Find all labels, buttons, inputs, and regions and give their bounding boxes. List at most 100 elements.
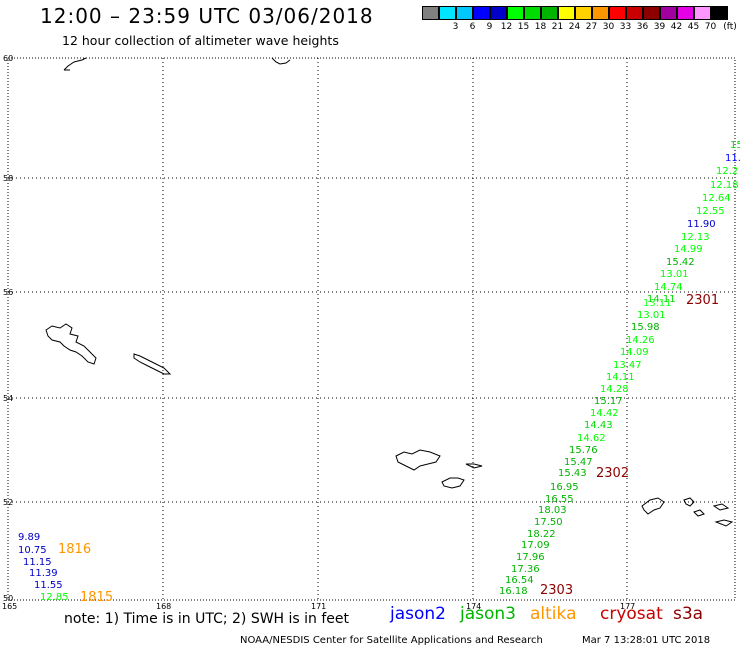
pass-time-label: 1815: [80, 590, 113, 605]
coastline-north-fragment: [271, 57, 291, 65]
wave-height-value: 14.11: [647, 294, 676, 305]
color-scale-label: 3: [452, 22, 459, 32]
lat-label: 52: [3, 498, 13, 507]
lat-label: 60: [3, 54, 13, 63]
coastline-islet: [465, 463, 483, 469]
wave-height-value: 13.01: [637, 310, 666, 321]
color-scale-label: 70: [704, 22, 717, 32]
wave-height-value: 12.64: [702, 193, 731, 204]
color-scale-label: 27: [585, 22, 598, 32]
wave-height-value: 15.42: [666, 257, 695, 268]
wave-height-value: 15.76: [569, 445, 598, 456]
coastline-island-amlia: [441, 477, 465, 489]
lon-label: 171: [311, 602, 326, 611]
color-scale-swatch: [660, 6, 677, 20]
wave-height-value: 16.55: [545, 494, 574, 505]
wave-height-value: 14.28: [600, 384, 629, 395]
color-scale-swatch: [575, 6, 592, 20]
lat-label: 58: [3, 174, 13, 183]
color-scale-legend: 3 6 9 12 15 18 21 24 27 30 33 36 39 42 45 70 (ft): [422, 6, 737, 36]
color-scale-label: 24: [568, 22, 581, 32]
coastline-island-atka: [395, 449, 441, 471]
coastline-island-east-3: [693, 509, 705, 517]
pass-time-label: 2302: [596, 466, 629, 481]
wave-height-value: 18.22: [527, 529, 556, 540]
wave-height-value: 16.54: [505, 575, 534, 586]
color-scale-swatch: [507, 6, 524, 20]
satellite-legend-jason3: jason3: [460, 604, 516, 624]
wave-height-value: 14.11: [606, 372, 635, 383]
satellite-legend-cryosat: cryosat: [600, 604, 663, 624]
coastline-alaska-peninsula: [63, 57, 87, 71]
color-scale-swatch: [609, 6, 626, 20]
wave-height-value: 17.09: [521, 540, 550, 551]
wave-height-value: 9.89: [18, 532, 40, 543]
generation-timestamp: Mar 7 13:28:01 UTC 2018: [582, 635, 711, 646]
satellite-legend-s3a: s3a: [673, 604, 704, 624]
color-scale-swatch: [524, 6, 541, 20]
wave-height-value: 16.95: [550, 482, 579, 493]
color-scale-swatch: [456, 6, 473, 20]
wave-height-value: 12.55: [696, 206, 725, 217]
color-scale-label: 15: [517, 22, 530, 32]
color-scale-label: 9: [486, 22, 493, 32]
pass-time-labels: 1816 1815 2301 2302 2303: [58, 293, 719, 605]
satellite-legend-jason2: jason2: [390, 604, 446, 624]
color-scale-swatch: [490, 6, 507, 20]
wave-height-value: 10.75: [18, 545, 47, 556]
coastline-island-umnak: [133, 353, 172, 375]
wave-height-value: 12.2: [716, 166, 738, 177]
wave-height-value: 13.11: [643, 298, 672, 309]
color-scale-label: 42: [670, 22, 683, 32]
wave-height-value: 11.90: [687, 219, 716, 230]
footer-note: note: 1) Time is in UTC; 2) SWH is in fe…: [64, 611, 350, 627]
wave-height-value: 15.43: [558, 468, 587, 479]
lon-label: 174: [466, 602, 481, 611]
wave-height-value: 12.18: [710, 180, 739, 191]
pass-time-label: 2301: [686, 293, 719, 308]
wave-height-value: 14.99: [674, 244, 703, 255]
coastline-island-unalaska: [45, 323, 97, 365]
wave-height-value: 12.85: [40, 592, 69, 603]
wave-height-value: 13.01: [660, 269, 689, 280]
wave-height-value: 17.50: [534, 517, 563, 528]
color-scale-label: 39: [653, 22, 666, 32]
color-scale-swatch: [541, 6, 558, 20]
wave-height-value: 14.43: [584, 420, 613, 431]
wave-height-value: 15.17: [594, 396, 623, 407]
color-scale-label: 12: [500, 22, 513, 32]
lat-label: 50: [3, 594, 13, 603]
wave-height-value: 11.55: [34, 580, 63, 591]
color-scale-label: 45: [687, 22, 700, 32]
wave-height-value: 11.15: [23, 557, 52, 568]
color-scale-swatch: [694, 6, 711, 20]
color-scale-swatch: [592, 6, 609, 20]
color-scale-swatch: [626, 6, 643, 20]
wave-height-value: 11.39: [29, 568, 58, 579]
pass-time-label: 2303: [540, 583, 573, 598]
color-scale-unit: (ft): [723, 22, 737, 32]
lat-label: 56: [3, 288, 13, 297]
color-scale-swatch: [558, 6, 575, 20]
lon-label: 165: [2, 602, 17, 611]
wave-height-value: 14.42: [590, 408, 619, 419]
wave-height-value: 15.98: [631, 322, 660, 333]
wave-height-value: 17.36: [511, 564, 540, 575]
satellite-legend-altika: altika: [530, 604, 577, 624]
credit-line: NOAA/NESDIS Center for Satellite Applica…: [240, 635, 543, 646]
lat-label: 54: [3, 394, 13, 403]
wave-height-value: 12.13: [681, 232, 710, 243]
color-scale-label: 33: [619, 22, 632, 32]
map-frame: [7, 57, 736, 601]
wave-height-value: 11.: [725, 153, 740, 164]
wave-height-value: 18.03: [538, 505, 567, 516]
color-scale-swatch: [422, 6, 439, 20]
coastline-island-east-1: [641, 497, 665, 515]
graticule: [8, 58, 735, 600]
color-scale-swatch: [439, 6, 456, 20]
color-scale-swatch: [711, 6, 728, 20]
wave-height-value: 15: [730, 140, 740, 151]
latitude-labels: 60 58 56 54 52 50: [3, 54, 13, 603]
wave-height-value: 14.09: [620, 347, 649, 358]
